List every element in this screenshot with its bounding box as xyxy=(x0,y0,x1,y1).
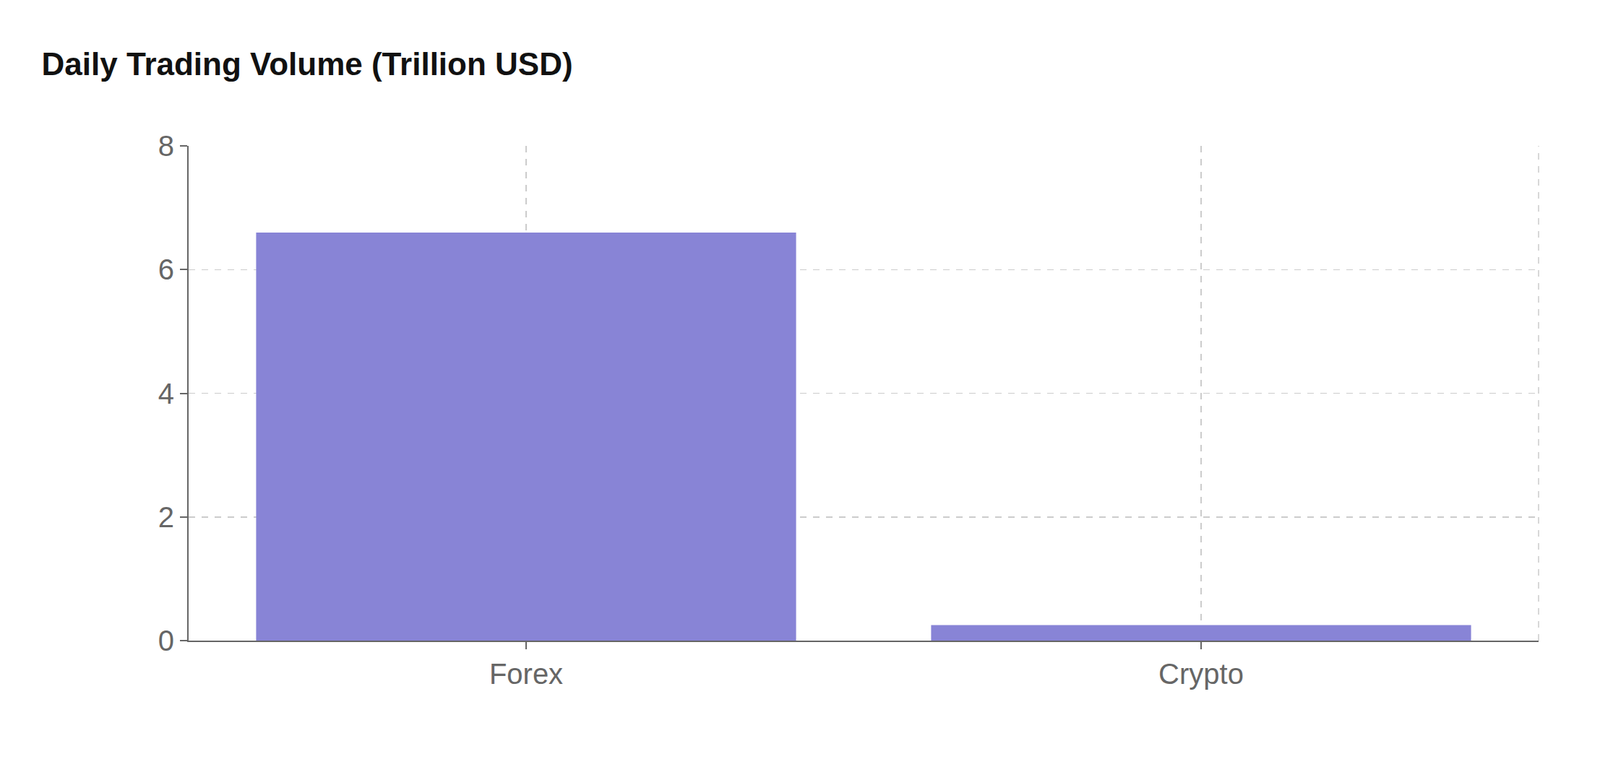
svg-text:Crypto: Crypto xyxy=(1158,658,1244,691)
svg-text:6: 6 xyxy=(158,253,175,286)
svg-text:0: 0 xyxy=(158,625,175,657)
svg-text:Daily Trading Volume (Trillion: Daily Trading Volume (Trillion USD) xyxy=(41,46,574,82)
svg-text:8: 8 xyxy=(158,130,175,162)
svg-text:Forex: Forex xyxy=(489,658,563,691)
svg-text:4: 4 xyxy=(158,377,175,410)
svg-text:2: 2 xyxy=(158,501,175,534)
